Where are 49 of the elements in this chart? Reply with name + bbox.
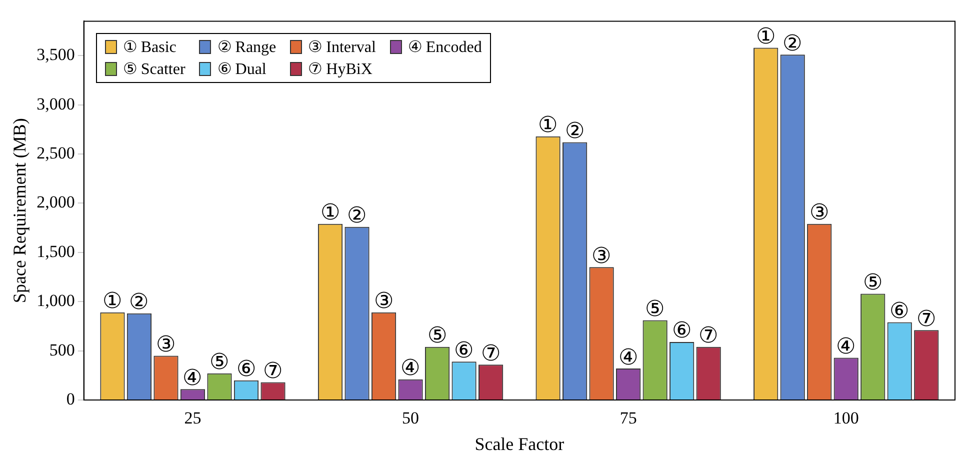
x-tick-label: 75 [620,408,637,428]
legend-label: ④ Encoded [408,38,482,58]
y-axis-title: Space Requirement (MB) [10,118,30,304]
annotation: ② [782,30,803,56]
y-tick-label: 1,500 [36,242,75,261]
annotation: ⑥ [236,356,256,382]
annotation: ④ [400,355,421,380]
annotation: ③ [809,200,830,225]
annotation: ③ [592,242,612,268]
annotation: ⑦ [480,340,501,366]
x-tick-label: 50 [402,408,420,428]
legend-label: ⑦ HyBiX [308,60,372,80]
annotation: ③ [374,288,394,314]
annotation: ⑤ [427,322,448,348]
annotation: ① [320,200,340,225]
y-tick-label: 1,000 [36,291,75,310]
annotation: ⑥ [454,337,474,362]
annotation: ⑦ [263,358,284,384]
annotation: ② [564,118,585,143]
legend-label: ② Range [217,38,276,58]
y-tick-label: 2,000 [36,192,75,212]
annotation: ④ [836,333,856,358]
x-tick-label: 100 [833,408,859,428]
legend-label: ⑤ Scatter [122,60,186,80]
y-tick-label: 0 [66,389,75,408]
legend-label: ① Basic [122,38,176,58]
annotation: ⑦ [916,306,936,331]
y-tick-label: 2,500 [36,143,75,162]
y-tick-label: 3,000 [36,94,75,114]
annotation: ② [129,289,150,314]
annotation: ⑤ [645,296,666,322]
annotation: ① [538,112,558,138]
annotation: ④ [182,364,203,390]
x-tick-label: 25 [184,408,202,428]
annotation: ⑥ [890,298,910,324]
annotation: ⑤ [210,349,230,374]
y-tick-label: 3,500 [36,45,75,64]
annotation: ⑥ [672,318,692,343]
annotation: ① [102,288,122,314]
annotation: ③ [156,332,176,357]
annotation: ④ [618,344,638,370]
x-axis-title: Scale Factor [474,434,564,454]
legend-label: ⑥ Dual [217,60,266,80]
y-tick-label: 500 [49,340,75,360]
annotation: ① [756,24,776,49]
annotation: ② [347,202,368,228]
legend-label: ③ Interval [308,38,376,58]
annotation: ⑦ [698,322,719,348]
annotation: ⑤ [862,270,883,295]
